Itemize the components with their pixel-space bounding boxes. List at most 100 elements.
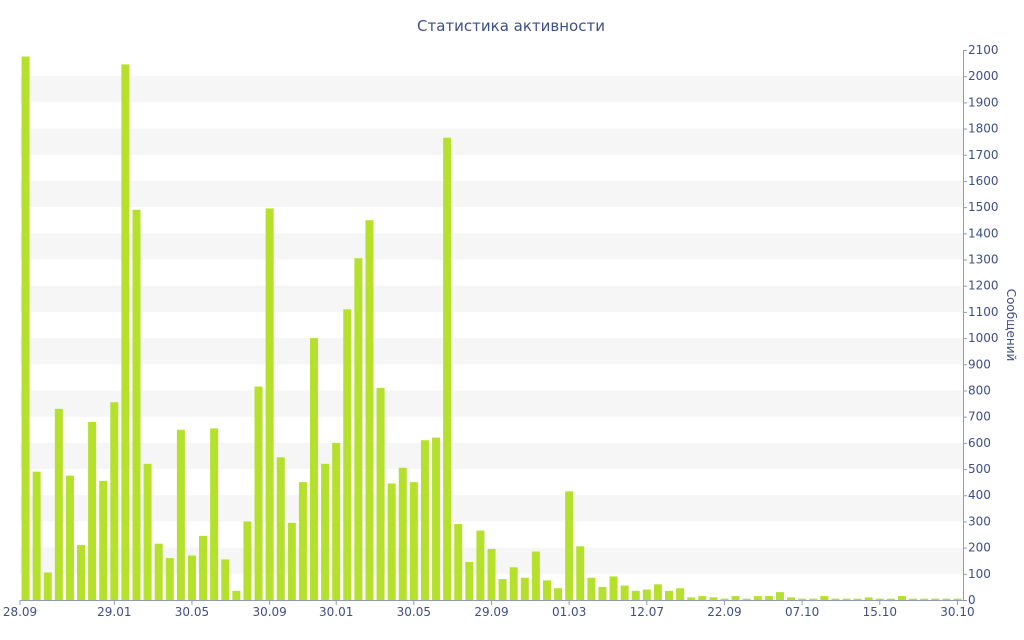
bar — [487, 548, 496, 600]
bar — [110, 402, 119, 600]
bar — [698, 596, 707, 600]
bar — [409, 482, 418, 600]
y-tick-label: 1900 — [968, 95, 999, 109]
y-tick-label: 400 — [968, 488, 991, 502]
bar — [531, 551, 540, 600]
bar — [620, 585, 629, 600]
x-tick-label: 30.01 — [319, 605, 353, 619]
bar — [753, 596, 762, 600]
bar — [187, 555, 196, 600]
bar — [54, 408, 63, 600]
y-tick-label: 1600 — [968, 174, 999, 188]
bar — [476, 530, 485, 600]
y-tick-label: 500 — [968, 462, 991, 476]
grid-band — [20, 442, 963, 470]
bar — [376, 387, 385, 600]
y-tick-label: 200 — [968, 541, 991, 555]
y-tick-label: 1100 — [968, 305, 999, 319]
bar — [764, 596, 773, 600]
bar — [321, 463, 330, 600]
y-tick-label: 800 — [968, 383, 991, 397]
grid-band — [20, 495, 963, 522]
bar — [121, 64, 130, 600]
y-tick-label: 1500 — [968, 200, 999, 214]
x-tick-label: 30.09 — [252, 605, 286, 619]
grid-band — [20, 285, 963, 312]
bar — [831, 598, 840, 600]
x-tick-label: 01.03 — [552, 605, 586, 619]
bar — [520, 577, 529, 600]
bars — [21, 56, 962, 601]
y-tick-label: 2100 — [968, 43, 999, 57]
x-tick-label: 12.07 — [630, 605, 664, 619]
x-tick-label: 22.09 — [707, 605, 741, 619]
bar — [199, 535, 208, 600]
x-tick-labels: 28.09 29.01 30.05 30.09 30.01 30.05 29.09 01.03… — [3, 605, 975, 619]
bar — [509, 567, 518, 600]
bar — [365, 220, 374, 601]
bar — [731, 596, 740, 600]
bar — [465, 562, 474, 600]
x-tick-label: 15.10 — [863, 605, 897, 619]
bar — [676, 588, 685, 600]
bar — [154, 543, 163, 600]
x-tick-label: 30.10 — [940, 605, 974, 619]
y-tick-label: 100 — [968, 567, 991, 581]
grid-band — [20, 338, 963, 365]
bar — [143, 463, 152, 600]
bar — [953, 598, 962, 600]
bar — [886, 598, 895, 600]
bar — [631, 590, 640, 600]
bar — [931, 598, 940, 600]
y-tick-label: 1200 — [968, 279, 999, 293]
bar — [909, 598, 918, 600]
bar — [332, 442, 341, 600]
grid-band — [20, 180, 963, 208]
x-tick-label: 29.09 — [474, 605, 508, 619]
bar — [265, 208, 274, 600]
bar — [853, 598, 862, 600]
bar — [576, 546, 585, 600]
bar — [443, 137, 452, 601]
bar — [432, 437, 441, 600]
y-tick-label: 900 — [968, 357, 991, 371]
bar — [343, 309, 352, 600]
bar — [809, 598, 818, 600]
bar — [842, 598, 851, 600]
bar — [65, 475, 74, 600]
bar — [243, 521, 252, 600]
bar — [742, 598, 751, 600]
y-tick-label: 1000 — [968, 331, 999, 345]
bar — [920, 598, 929, 600]
bar — [221, 559, 230, 600]
bar — [897, 596, 906, 600]
axes — [19, 50, 967, 605]
bar — [598, 586, 607, 600]
bar — [398, 467, 407, 600]
x-tick-label: 28.09 — [3, 605, 37, 619]
bar — [454, 524, 463, 600]
bar — [21, 56, 30, 601]
bar — [775, 592, 784, 600]
bar — [653, 584, 662, 600]
y-tick-label: 2000 — [968, 69, 999, 83]
bar — [32, 471, 41, 600]
bar — [720, 598, 729, 600]
y-tick-labels: 0 100 200 300 400 500 600 700 800 900 1000 1100 1200… — [968, 43, 999, 607]
bar — [709, 597, 718, 600]
y-tick-label: 0 — [968, 593, 976, 607]
bar — [498, 579, 507, 600]
bar — [875, 598, 884, 600]
grid-band — [20, 390, 963, 417]
bar — [132, 209, 141, 600]
grid-bands — [20, 76, 963, 574]
grid-band — [20, 233, 963, 260]
bar — [254, 386, 263, 600]
bar — [942, 598, 951, 600]
y-tick-label: 600 — [968, 436, 991, 450]
bar — [642, 589, 651, 600]
bar — [820, 596, 829, 600]
y-tick-label: 700 — [968, 410, 991, 424]
bar — [387, 483, 396, 600]
